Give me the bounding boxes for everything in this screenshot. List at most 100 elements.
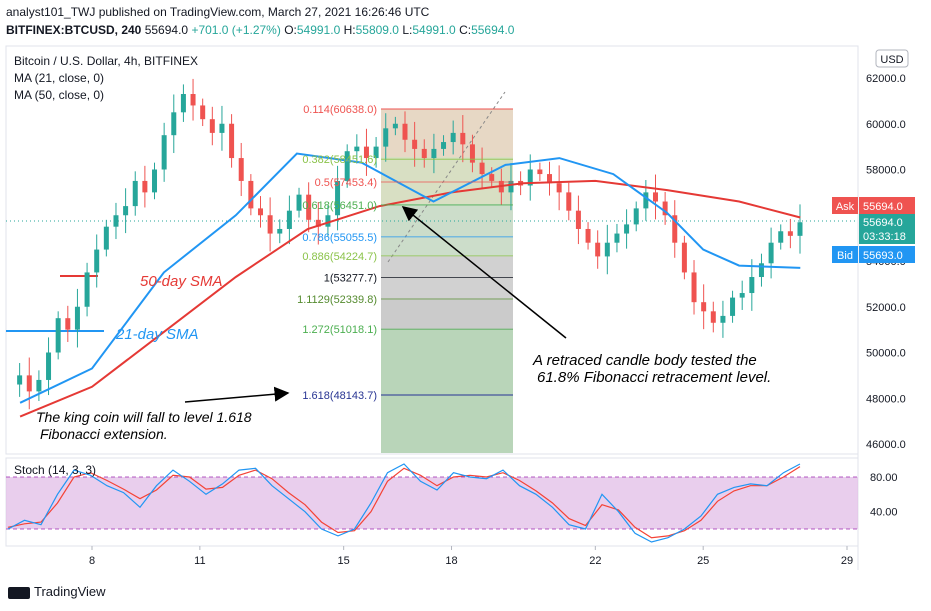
candle-body [180, 94, 186, 113]
candle-body [36, 379, 42, 392]
y-tick-label: 48000.0 [866, 393, 906, 405]
candle-body [527, 169, 533, 186]
candle-body [103, 226, 109, 250]
tradingview-logo[interactable]: TradingView [8, 584, 106, 599]
open-value: 54991.0 [296, 23, 341, 37]
last-badge-value: 55694.0 [863, 217, 903, 229]
candle-body [547, 174, 553, 184]
candle-body [344, 151, 350, 181]
candle-body [46, 352, 52, 380]
ma50-line [19, 179, 801, 418]
stoch-d-line [7, 466, 801, 539]
candle-body [431, 148, 437, 159]
candle-body [267, 215, 273, 234]
candle-body [74, 306, 80, 330]
x-tick-label: 18 [445, 555, 457, 567]
stoch-lines-layer [7, 463, 801, 543]
candle-body [238, 158, 244, 181]
candle-body [758, 263, 764, 278]
candle-body [710, 311, 716, 323]
candle-body [152, 169, 158, 193]
candle-body [556, 183, 562, 193]
fib-band-4 [381, 300, 513, 330]
brand-label: TradingView [34, 584, 106, 599]
candle-body [296, 194, 302, 211]
candles-layer [17, 78, 803, 410]
bid-label: Bid [837, 250, 853, 262]
x-tick-label: 15 [338, 555, 350, 567]
candle-body [392, 123, 398, 129]
x-tick-label: 25 [697, 555, 709, 567]
high-value: 55809.0 [355, 23, 399, 37]
currency-label: USD [880, 54, 903, 66]
candle-body [720, 315, 726, 323]
fibonacci-zone[interactable] [381, 91, 513, 453]
y-tick-label: 46000.0 [866, 439, 906, 451]
fib-level-label: 0.382(58451.6) [302, 154, 377, 166]
candle-body [681, 242, 687, 273]
symbol: BITFINEX:BTCUSD, 240 [6, 23, 142, 37]
candle-body [643, 192, 649, 209]
ma-lines-layer [19, 152, 801, 418]
fib-level-label: 0.786(55055.5) [302, 232, 377, 244]
close-label: C: [459, 23, 472, 37]
candle-body [123, 206, 129, 216]
candle-body [402, 123, 408, 140]
sma21-annotation: 21-day SMA [115, 326, 199, 343]
fib-band-5 [381, 330, 513, 453]
candle-body [190, 94, 196, 106]
candle-body [373, 146, 379, 159]
candle-body [113, 215, 119, 227]
fib-band-0 [381, 109, 513, 157]
legend-title: Bitcoin / U.S. Dollar, 4h, BITFINEX [14, 54, 198, 68]
candle-body [489, 174, 495, 181]
candle-body [691, 272, 697, 303]
candle-body [65, 318, 71, 330]
fib-level-label: 1(53277.7) [324, 273, 377, 285]
left-note-line2: Fibonacci extension. [40, 426, 168, 442]
candle-body [566, 192, 572, 211]
candle-body [614, 233, 620, 243]
candle-body [306, 194, 312, 220]
candle-body [200, 105, 206, 120]
candle-body [171, 112, 177, 136]
legend-ma21: MA (21, close, 0) [14, 71, 104, 85]
y-tick-label: 50000.0 [866, 348, 906, 360]
currency-button[interactable] [875, 49, 909, 68]
fib-level-label: 0.618(56451.0) [302, 200, 377, 212]
fib-band-3 [381, 256, 513, 300]
ask-badge: Ask 55694.0 [832, 197, 915, 214]
candle-body [257, 208, 263, 216]
candle-body [229, 123, 235, 159]
stoch-band [6, 477, 858, 529]
candle-body [797, 222, 803, 236]
candle-body [286, 210, 292, 229]
candle-body [325, 215, 331, 227]
candle-body [209, 119, 215, 133]
time-axis[interactable]: 8 11 15 18 22 25 29 [89, 546, 853, 567]
last-price: 55694.0 [144, 23, 189, 37]
legend-ma50: MA (50, close, 0) [14, 88, 104, 102]
bid-badge: Bid 55693.0 [832, 246, 915, 263]
candle-body [624, 224, 630, 234]
candle-body [450, 132, 456, 143]
x-tick-label: 11 [194, 555, 205, 567]
candle-body [787, 231, 793, 236]
candle-body [441, 142, 447, 149]
candle-body [219, 123, 225, 133]
candle-body [633, 208, 639, 225]
candle-body [84, 272, 90, 307]
fibonacci-labels: 0.114(60638.0) 0.382(58451.6) 0.5(57453.4)… [297, 104, 513, 402]
candle-body [537, 169, 543, 175]
candle-body [701, 302, 707, 312]
fib-level-label: 0.886(54224.7) [302, 251, 377, 263]
left-arrow [184, 386, 290, 403]
y-tick-label: 58000.0 [866, 165, 906, 177]
candle-body [335, 180, 341, 216]
fib-band-2 [381, 204, 513, 256]
y-tick-label: 62000.0 [866, 73, 906, 85]
bid-value: 55693.0 [863, 250, 903, 262]
candle-body [749, 277, 755, 294]
candle-body [479, 162, 485, 175]
